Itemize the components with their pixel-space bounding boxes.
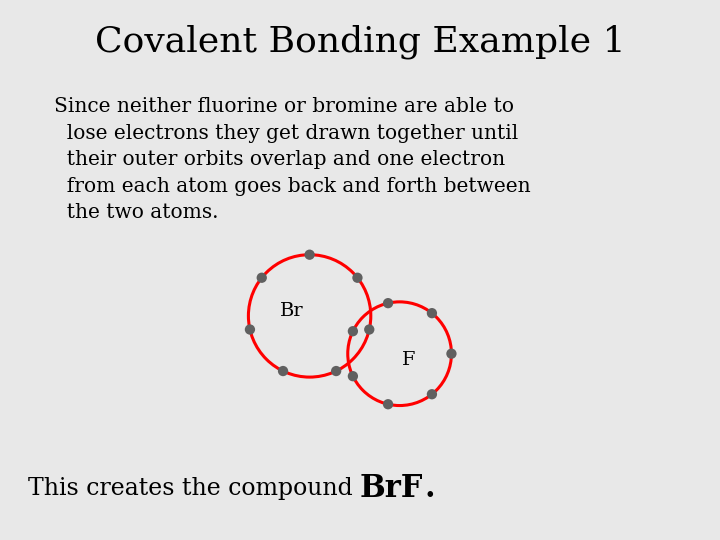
Point <box>347 372 359 381</box>
Point <box>330 367 342 375</box>
Point <box>304 251 315 259</box>
Text: Covalent Bonding Example 1: Covalent Bonding Example 1 <box>95 24 625 59</box>
Point <box>446 349 457 358</box>
Text: .: . <box>425 473 436 504</box>
Text: F: F <box>402 351 415 369</box>
Point <box>364 325 375 334</box>
Text: Br: Br <box>280 301 303 320</box>
Point <box>426 309 438 318</box>
Point <box>382 400 394 409</box>
Point <box>426 390 438 399</box>
Point <box>347 327 359 335</box>
Point <box>277 367 289 375</box>
Text: BrF: BrF <box>360 473 423 504</box>
Text: Since neither fluorine or bromine are able to
  lose electrons they get drawn to: Since neither fluorine or bromine are ab… <box>54 97 531 222</box>
Point <box>256 273 268 282</box>
Text: This creates the compound: This creates the compound <box>28 477 360 500</box>
Point <box>382 299 394 307</box>
Point <box>351 273 363 282</box>
Point <box>244 325 256 334</box>
